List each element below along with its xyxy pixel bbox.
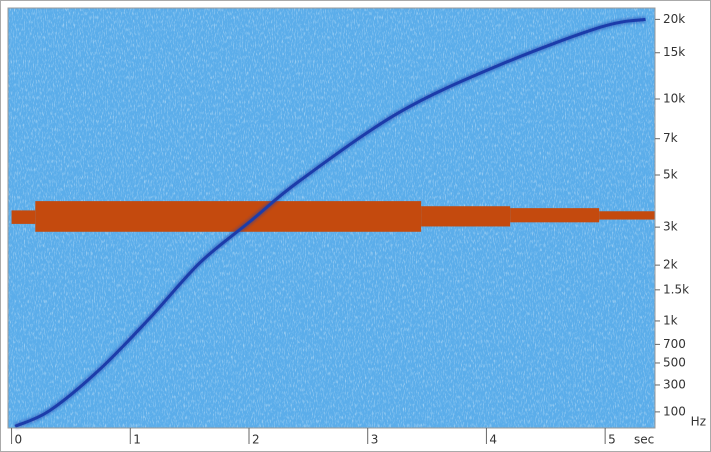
y-tick-label: 5k [663,167,678,181]
x-unit-label: sec [634,433,654,447]
y-unit-label: Hz [691,415,706,429]
x-tick-label: 2 [252,433,260,447]
plot-border [7,7,656,429]
y-tick-label: 7k [663,131,678,145]
tone-band [510,208,600,223]
y-tick-label: 500 [663,355,686,369]
y-tick-label: 1k [663,313,678,327]
y-tick-label: 700 [663,337,686,351]
x-tick-label: 3 [371,433,379,447]
y-tick-label: 100 [663,404,686,418]
x-tick-label: 1 [133,433,141,447]
plot-area [7,7,656,430]
tone-band [599,211,655,220]
axes: 100 300 500 700 1k 1.5k 2k 3k 5k 7k 10k 15k 20k Hz 0 1 2… [11,12,706,447]
y-tick-label: 15k [663,45,685,59]
sweep-line [14,17,646,428]
tone-band [35,201,422,232]
y-tick-label: 20k [663,12,685,26]
y-tick-label: 3k [663,220,678,234]
tone-band [11,210,36,224]
x-tick-label: 0 [15,433,23,447]
y-tick-label: 1.5k [663,282,689,296]
y-tick-label: 10k [663,92,685,106]
x-tick-label: 4 [489,433,497,447]
tone-band [421,206,511,227]
x-tick-label: 5 [608,433,616,447]
y-tick-label: 2k [663,258,678,272]
y-tick-label: 300 [663,377,686,391]
